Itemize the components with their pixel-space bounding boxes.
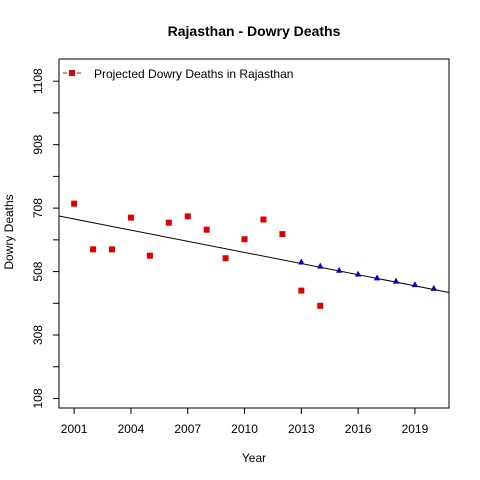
y-axis-label: Dowry Deaths xyxy=(2,194,16,269)
x-tick-label: 2007 xyxy=(174,422,201,436)
legend: Projected Dowry Deaths in Rajasthan xyxy=(63,67,293,81)
data-point-triangle xyxy=(430,284,438,291)
y-tick-label: 108 xyxy=(31,388,45,408)
legend-square-marker xyxy=(69,70,75,76)
data-point-square xyxy=(90,246,97,253)
legend-label: Projected Dowry Deaths in Rajasthan xyxy=(94,67,293,81)
data-point-square xyxy=(165,219,172,226)
data-point-triangle xyxy=(373,274,381,281)
y-tick-label: 908 xyxy=(31,134,45,154)
data-point-square xyxy=(146,252,153,259)
y-tick-label: 508 xyxy=(31,261,45,281)
data-point-square xyxy=(317,302,324,309)
plot-frame xyxy=(58,58,450,409)
data-point-triangle xyxy=(298,258,305,265)
data-point-triangle xyxy=(335,266,343,273)
y-tick-label: 708 xyxy=(31,198,45,218)
data-point-square xyxy=(222,255,229,262)
trend-line xyxy=(58,215,450,294)
chart-title: Rajasthan - Dowry Deaths xyxy=(168,23,341,39)
data-point-triangle xyxy=(354,270,362,277)
data-point-square xyxy=(241,236,248,243)
data-point-square xyxy=(109,246,116,253)
x-tick-label: 2001 xyxy=(61,422,88,436)
plot-area: 2001 2004 2007 2010 2013 2016 2019 108 308 508 708… xyxy=(31,58,450,436)
data-point-triangle xyxy=(392,277,400,284)
data-point-square xyxy=(279,231,286,238)
data-point-triangle xyxy=(317,262,324,269)
x-tick-label: 2013 xyxy=(288,422,315,436)
data-point-triangle xyxy=(411,281,419,288)
y-tick-label: 1108 xyxy=(31,68,45,94)
data-point-square xyxy=(71,200,78,207)
x-tick-label: 2010 xyxy=(231,422,258,436)
data-point-square xyxy=(260,216,267,223)
data-point-square xyxy=(184,213,191,220)
x-tick-label: 2019 xyxy=(402,422,429,436)
y-tick-label: 308 xyxy=(31,325,45,345)
x-axis-label: Year xyxy=(242,451,266,465)
data-point-square xyxy=(298,287,305,294)
x-tick-label: 2004 xyxy=(118,422,145,436)
data-point-square xyxy=(203,226,210,233)
x-tick-label: 2016 xyxy=(345,422,372,436)
data-point-square xyxy=(127,214,134,221)
